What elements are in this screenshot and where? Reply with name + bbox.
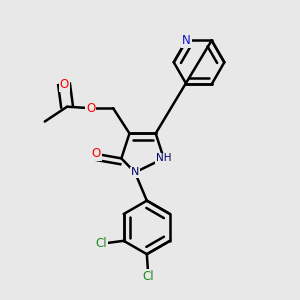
Text: Cl: Cl bbox=[96, 237, 107, 250]
Text: N: N bbox=[182, 34, 191, 47]
Text: O: O bbox=[59, 78, 69, 91]
Text: Cl: Cl bbox=[142, 270, 154, 283]
Text: N: N bbox=[131, 167, 139, 177]
Text: NH: NH bbox=[156, 153, 172, 164]
Text: O: O bbox=[92, 147, 101, 161]
Text: O: O bbox=[86, 102, 95, 115]
